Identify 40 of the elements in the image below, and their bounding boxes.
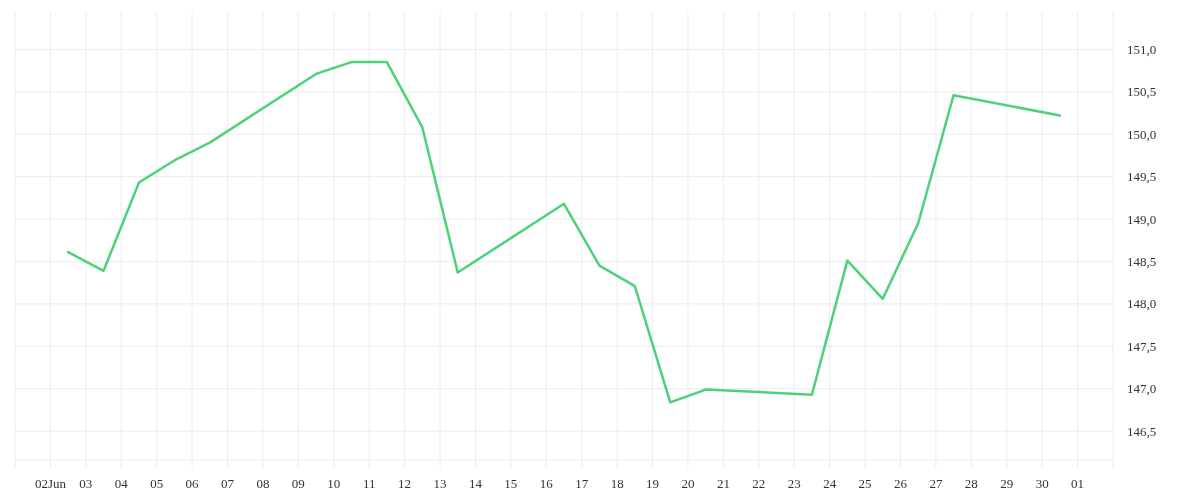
y-tick-label: 148,0 (1127, 296, 1157, 312)
x-tick-label: 07 (221, 476, 235, 491)
x-tick-label: 02Jun (34, 476, 67, 491)
y-tick-label: 151,0 (1127, 41, 1157, 57)
x-tick-label: 03 (79, 476, 93, 491)
x-tick-label: 24 (823, 476, 837, 491)
x-tick-label: 09 (291, 476, 305, 491)
x-tick-label: 04 (114, 476, 129, 491)
x-tick-label: 19 (646, 476, 660, 491)
x-tick-label: 30 (1035, 476, 1049, 491)
x-tick-label: 01 (1071, 476, 1085, 491)
x-tick-label: 14 (468, 476, 483, 491)
y-tick-label: 150,0 (1127, 126, 1157, 142)
y-tick-label: 146,5 (1127, 423, 1157, 439)
x-tick-label: 08 (256, 476, 270, 491)
y-tick-label: 147,0 (1127, 381, 1157, 397)
x-tick-label: 28 (964, 476, 978, 491)
y-tick-label: 148,5 (1127, 253, 1157, 269)
x-tick-label: 12 (398, 476, 412, 491)
x-tick-label: 06 (185, 476, 200, 491)
x-tick-label: 10 (327, 476, 341, 491)
x-tick-label: 13 (433, 476, 447, 491)
x-tick-label: 27 (929, 476, 943, 491)
x-tick-label: 22 (752, 476, 766, 491)
x-tick-label: 26 (893, 476, 908, 491)
x-tick-label: 25 (858, 476, 872, 491)
x-tick-label: 11 (362, 476, 376, 491)
x-tick-label: 16 (539, 476, 554, 491)
y-tick-label: 149,0 (1127, 211, 1157, 227)
y-tick-label: 149,5 (1127, 169, 1157, 185)
x-tick-label: 20 (681, 476, 695, 491)
y-tick-label: 150,5 (1127, 84, 1157, 100)
x-tick-label: 15 (504, 476, 518, 491)
x-tick-label: 17 (575, 476, 589, 491)
x-tick-label: 21 (716, 476, 730, 491)
x-tick-label: 29 (1000, 476, 1014, 491)
x-tick-label: 23 (787, 476, 801, 491)
y-tick-label: 147,5 (1127, 338, 1157, 354)
x-tick-label: 05 (150, 476, 164, 491)
x-tick-label: 18 (610, 476, 624, 491)
